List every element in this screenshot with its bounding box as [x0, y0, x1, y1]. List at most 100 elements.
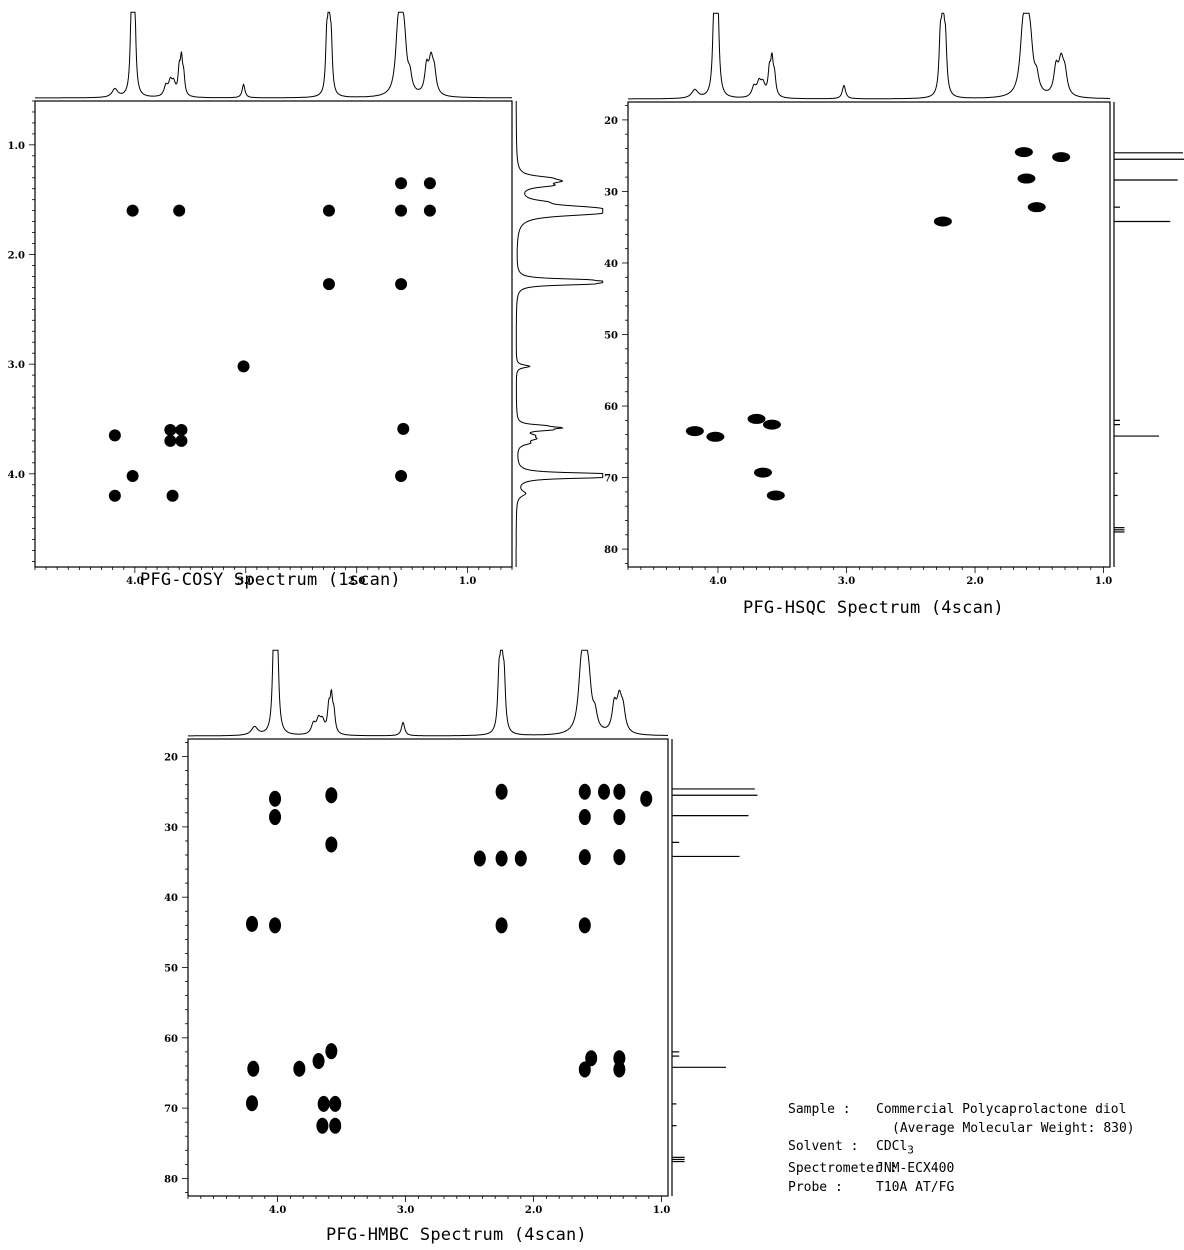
cosy-cross-peak [395, 204, 408, 217]
hmbc-cross-peak [640, 790, 653, 807]
hsqc-cross-peak [933, 216, 952, 227]
cosy-y-minor-ticks [29, 100, 35, 562]
hmbc-cross-peak [325, 787, 338, 804]
hmbc-cross-peak [495, 917, 508, 934]
cosy-cross-peak [397, 422, 410, 435]
hmbc-cross-peak [585, 1050, 598, 1067]
hmbc-cross-peak [269, 809, 282, 826]
probe-label: Probe : [788, 1179, 843, 1195]
cosy-frame [34, 100, 513, 568]
solvent-line: Solvent : CDCl3 [788, 1138, 1135, 1160]
hmbc-caption: PFG-HMBC Spectrum (4scan) [326, 1225, 587, 1245]
hmbc-cross-peak [247, 1060, 260, 1077]
hmbc-cross-peak [495, 783, 508, 800]
hsqc-cross-peak [1052, 152, 1071, 163]
cosy-cross-peak [395, 469, 408, 482]
cosy-cross-peak [166, 489, 179, 502]
spectrometer-label: Spectrometer : [788, 1161, 898, 1177]
cosy-cross-peak [395, 278, 408, 291]
hsqc-cross-peak [762, 419, 781, 430]
cosy-cross-peak [108, 429, 121, 442]
cosy-cross-peak [173, 204, 186, 217]
hsqc-y-minor-ticks [622, 105, 628, 564]
hmbc-cross-peak [269, 790, 282, 807]
hsqc-peaks [685, 147, 1071, 501]
cosy-x-tick-label: 3.0 [237, 576, 254, 587]
hmbc-cross-peak [317, 1095, 330, 1112]
hsqc-x-minor-ticks [627, 567, 1104, 573]
hsqc-panel: 4.0 3.0 2.0 1.0 20 30 40 50 60 70 80 [604, 12, 1184, 587]
hsqc-cross-peak [685, 426, 704, 437]
hmbc-cross-peak [473, 850, 486, 867]
hmbc-y-tick-label: 70 [164, 1104, 178, 1115]
cosy-cross-peak [423, 204, 436, 217]
hmbc-right-projection [671, 739, 758, 1196]
cosy-y-tick-label: 2.0 [8, 251, 25, 262]
hsqc-cross-peak [1017, 173, 1036, 184]
cosy-cross-peak [126, 469, 139, 482]
hmbc-cross-peak [578, 1061, 591, 1078]
hmbc-top-projection [188, 649, 668, 737]
cosy-right-projection [515, 101, 604, 567]
hmbc-y-tick-label: 30 [164, 823, 178, 834]
cosy-x-tick-label: 4.0 [126, 576, 143, 587]
cosy-x-tick-label: 1.0 [459, 576, 476, 587]
hmbc-cross-peak [613, 783, 626, 800]
cosy-cross-peak [322, 278, 335, 291]
cosy-y-tick-label: 1.0 [8, 141, 25, 152]
hsqc-x-tick-label: 3.0 [838, 576, 855, 587]
hmbc-y-tick-label: 80 [164, 1174, 178, 1185]
hmbc-cross-peak [495, 850, 508, 867]
hmbc-y-tick-label: 60 [164, 1034, 178, 1045]
hsqc-y-tick-label: 60 [604, 402, 618, 413]
hmbc-cross-peak [613, 1061, 626, 1078]
hmbc-cross-peak [514, 850, 527, 867]
hmbc-cross-peak [246, 915, 258, 932]
hsqc-right-projection [1113, 102, 1184, 567]
hmbc-x-tick-label: 2.0 [525, 1205, 542, 1216]
hsqc-cross-peak [1014, 147, 1033, 158]
hsqc-x-tick-label: 1.0 [1095, 576, 1112, 587]
hmbc-peaks [246, 783, 653, 1134]
hmbc-cross-peak [325, 836, 338, 853]
hsqc-y-tick-label: 20 [604, 116, 618, 127]
cosy-y-tick-label: 3.0 [8, 360, 25, 371]
hsqc-x-tick-label: 2.0 [966, 576, 983, 587]
cosy-cross-peak [423, 177, 436, 190]
cosy-cross-peak [175, 423, 188, 436]
hmbc-cross-peak [246, 1095, 258, 1112]
cosy-cross-peak [164, 423, 177, 436]
spectrometer-line: Spectrometer :JNM-ECX400 [788, 1160, 1135, 1179]
hmbc-x-tick-label: 3.0 [397, 1205, 414, 1216]
hsqc-cross-peak [1027, 202, 1046, 213]
hsqc-y-tick-label: 80 [604, 545, 618, 556]
hmbc-y-minor-ticks [182, 742, 188, 1193]
hmbc-cross-peak [578, 809, 591, 826]
cosy-cross-peak [126, 204, 139, 217]
cosy-cross-peak [108, 489, 121, 502]
solvent-label: Solvent : [788, 1139, 859, 1154]
hmbc-cross-peak [269, 917, 282, 934]
hsqc-frame [627, 101, 1111, 568]
hmbc-y-tick-label: 20 [164, 753, 178, 764]
hmbc-x-minor-ticks [187, 1196, 662, 1202]
cosy-panel: 4.0 3.0 2.0 1.0 1.0 2.0 3.0 4.0 [8, 11, 604, 587]
hmbc-frame [187, 738, 669, 1197]
hmbc-cross-peak [578, 917, 591, 934]
sample-value-2: (Average Molecular Weight: 830) [892, 1120, 1135, 1136]
hsqc-cross-peak [766, 490, 785, 501]
spectrometer-value: JNM-ECX400 [876, 1161, 955, 1177]
hmbc-x-tick-label: 1.0 [653, 1205, 670, 1216]
cosy-x-minor-ticks [34, 567, 513, 573]
hmbc-x-tick-label: 4.0 [269, 1205, 286, 1216]
cosy-cross-peak [164, 434, 177, 447]
hmbc-cross-peak [316, 1117, 329, 1134]
cosy-y-tick-label: 4.0 [8, 470, 25, 481]
hsqc-y-tick-label: 70 [604, 474, 618, 485]
solvent-subscript: 3 [907, 1143, 914, 1157]
hsqc-x-tick-label: 4.0 [709, 576, 726, 587]
hmbc-panel: 4.0 3.0 2.0 1.0 20 30 40 50 60 70 80 [164, 649, 758, 1216]
hmbc-cross-peak [312, 1053, 325, 1070]
cosy-cross-peak [395, 177, 408, 190]
